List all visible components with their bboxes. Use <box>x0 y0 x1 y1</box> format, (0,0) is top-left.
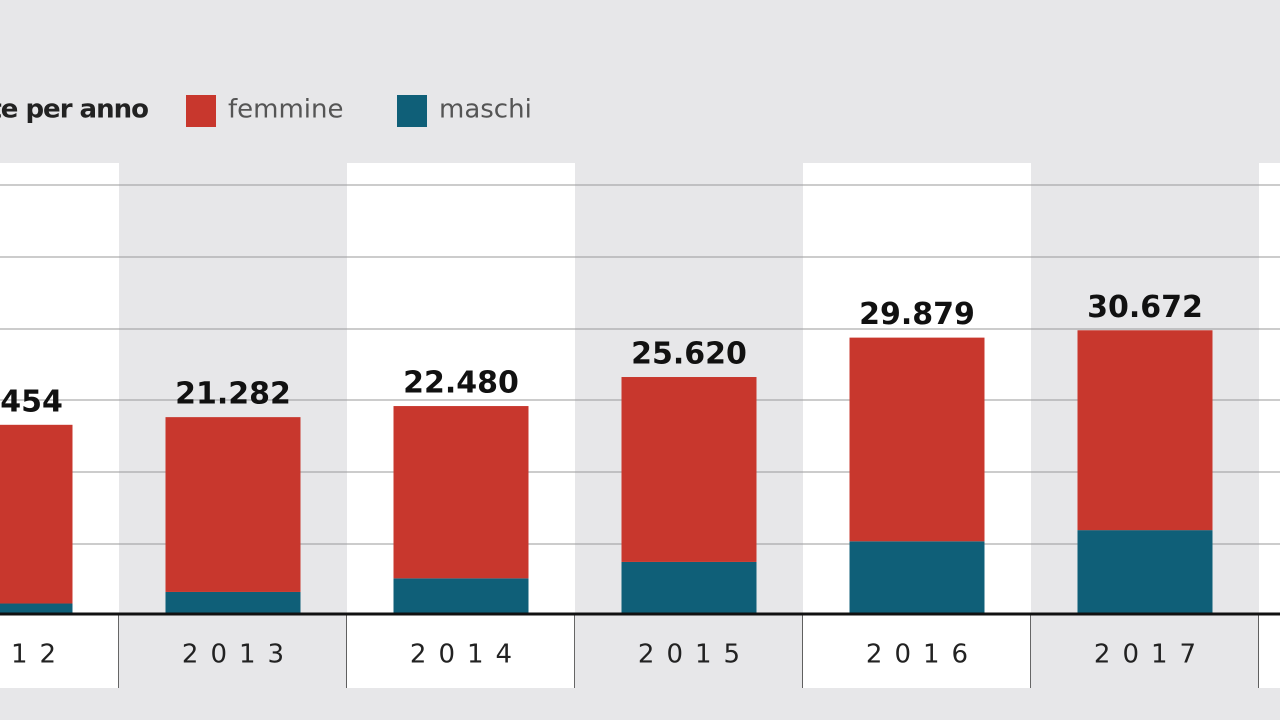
x-tick-label: 2015 <box>638 640 752 670</box>
total-label: 30.672 <box>1087 290 1203 325</box>
bar-segment <box>849 337 985 542</box>
bar-segment <box>165 417 301 592</box>
x-tick-label: 2016 <box>866 640 980 670</box>
bar-segment <box>0 424 73 604</box>
bar-segment <box>1077 530 1213 614</box>
bar-segment <box>1077 330 1213 531</box>
column-band <box>1259 163 1280 688</box>
legend-label: maschi <box>439 95 532 125</box>
x-tick-label: 2012 <box>0 640 68 670</box>
total-label: 20.454 <box>0 384 63 419</box>
legend-swatch <box>186 95 216 127</box>
bar-segment <box>393 578 529 614</box>
bar-segment <box>165 591 301 614</box>
total-label: 22.480 <box>403 366 519 401</box>
total-label: 29.879 <box>859 297 975 332</box>
total-label: 21.282 <box>175 377 291 412</box>
bar-segment <box>393 406 529 579</box>
total-label: 25.620 <box>631 337 747 372</box>
bar-segment <box>849 541 985 614</box>
bar-segment <box>0 603 73 614</box>
bar-segment <box>621 377 757 562</box>
x-tick-label: 2014 <box>410 640 524 670</box>
legend-title: te per anno <box>0 95 148 125</box>
x-tick-label: 2017 <box>1094 640 1208 670</box>
legend-swatch <box>397 95 427 127</box>
x-tick-label: 2013 <box>182 640 296 670</box>
bar-segment <box>621 561 757 614</box>
legend-label: femmine <box>228 95 344 125</box>
